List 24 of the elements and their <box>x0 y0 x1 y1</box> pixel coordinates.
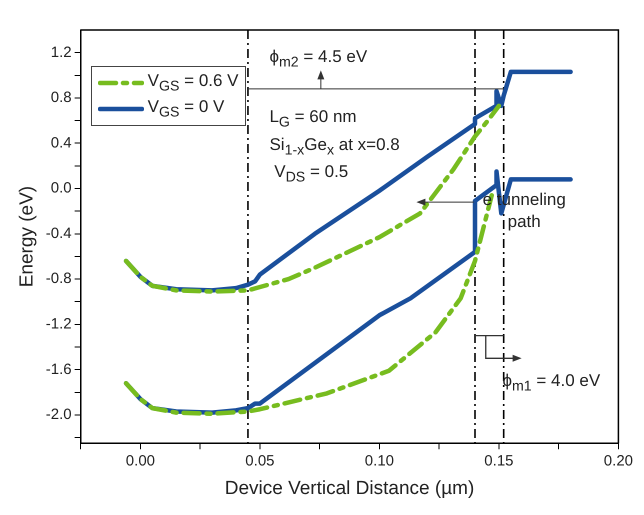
legend-label: V$_{GS}$ = 0.6 V <box>148 71 239 95</box>
line-series <box>124 193 494 416</box>
annotation: Si$_{1-x}$Ge$_{x}$ at x=0.8 <box>269 134 400 161</box>
annotation: ϕ$_{m1}$ = 4.0 eV <box>502 370 600 396</box>
y-tick-label: 0.4 <box>50 134 72 152</box>
y-tick-label: 0.8 <box>50 89 72 106</box>
x-tick-label: 0.15 <box>484 452 514 470</box>
legend-label: V$_{GS}$ = 0 V <box>148 97 224 121</box>
y-tick-label: 0.0 <box>50 180 72 197</box>
y-tick-label: -0.8 <box>46 270 72 288</box>
y-tick-label: -2.0 <box>46 406 72 424</box>
annotation: V$_{DS}$ = 0.5 <box>274 160 348 187</box>
annotation: ϕ$_{m2}$ = 4.5 eV <box>269 46 368 73</box>
x-tick-label: 0.05 <box>245 452 274 470</box>
y-tick-label: -1.6 <box>46 360 72 378</box>
y-axis-title: Energy (eV) <box>16 186 38 288</box>
x-tick-label: 0.10 <box>364 452 394 470</box>
y-tick-label: -1.2 <box>46 315 72 332</box>
x-axis-title: Device Vertical Distance (µm) <box>224 478 474 499</box>
annotation: L$_{G}$ = 60 nm <box>269 106 357 133</box>
text: 0.00 <box>126 452 155 470</box>
y-tick-label: -0.4 <box>46 224 72 242</box>
y-tick-label: 1.2 <box>50 44 72 61</box>
x-tick-label: 0.20 <box>604 452 634 470</box>
